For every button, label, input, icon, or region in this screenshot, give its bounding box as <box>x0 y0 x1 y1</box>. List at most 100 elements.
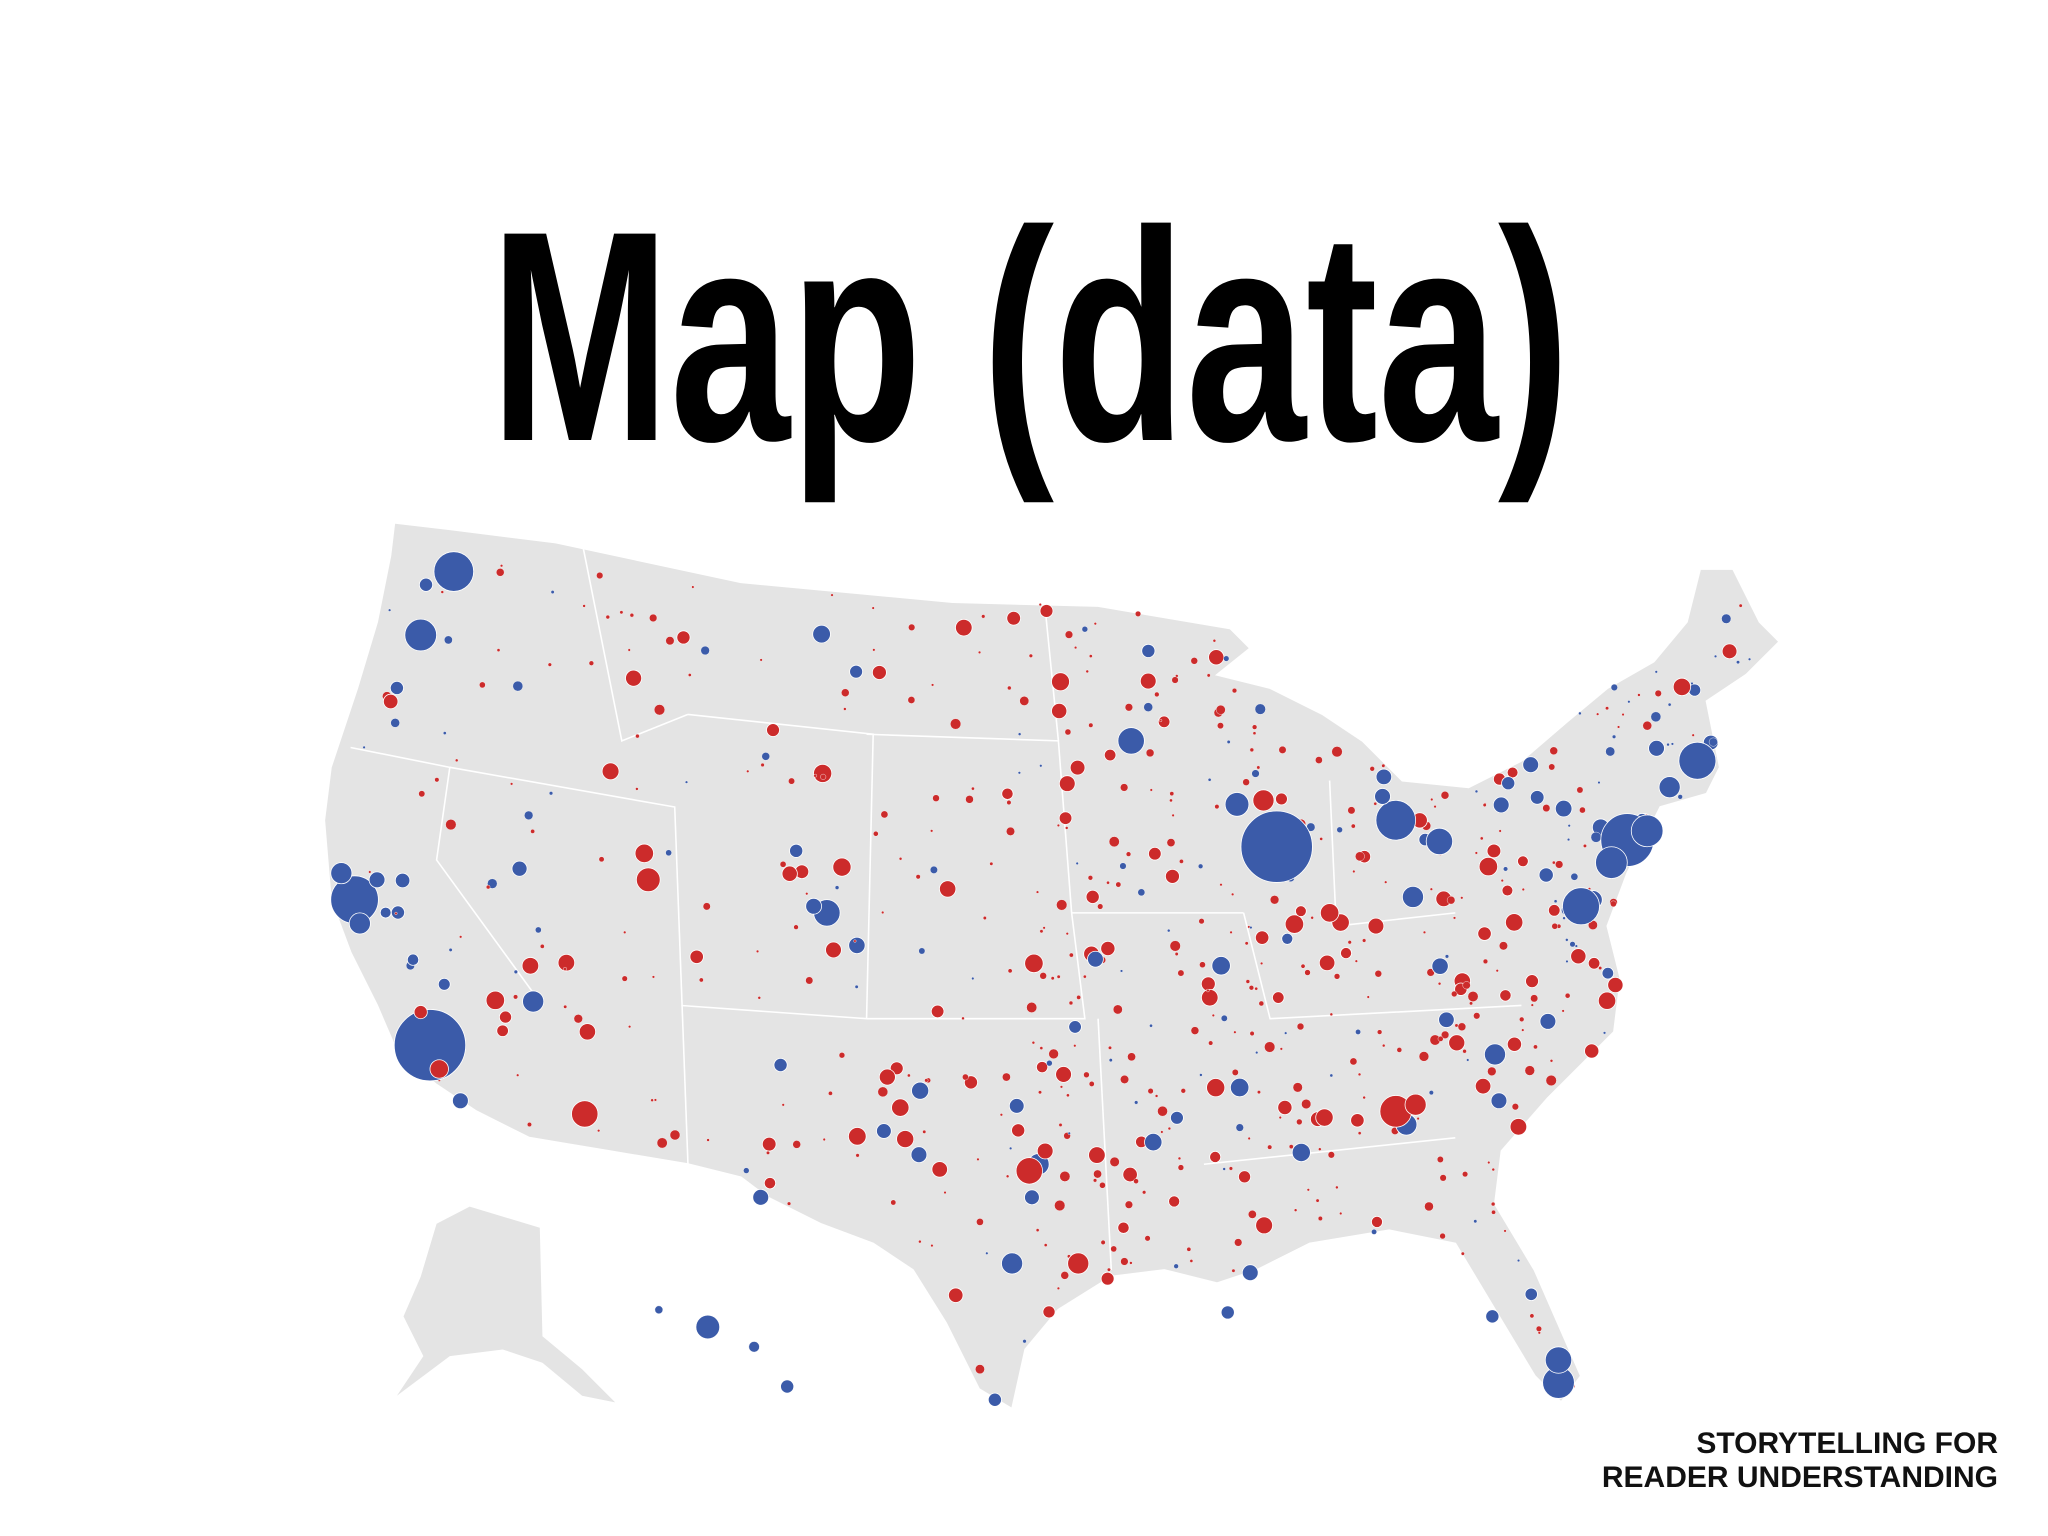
county-dot <box>1654 689 1662 697</box>
county-dot <box>1056 899 1068 911</box>
county-dot <box>930 1244 934 1248</box>
county-dot <box>1064 630 1074 639</box>
county-dot <box>1748 657 1752 661</box>
county-dot <box>1384 880 1388 884</box>
county-dot <box>1596 712 1600 716</box>
county-dot <box>1171 676 1179 684</box>
county-dot <box>825 941 842 959</box>
county-dot <box>1125 851 1132 857</box>
county-dot <box>1482 958 1489 965</box>
county-dot <box>781 1103 785 1107</box>
county-dot <box>1352 869 1356 873</box>
county-dot <box>930 1004 945 1019</box>
county-dot <box>1295 905 1307 917</box>
county-dot <box>1068 1020 1082 1034</box>
county-dot <box>1327 1151 1335 1159</box>
county-dot <box>1292 1082 1303 1093</box>
county-dot <box>871 665 887 680</box>
county-dot <box>832 857 852 877</box>
county-dot <box>1340 947 1352 960</box>
county-dot <box>1350 1113 1365 1128</box>
county-dot <box>843 707 847 711</box>
county-dot <box>1249 926 1253 930</box>
county-dot <box>1166 838 1176 847</box>
county-dot <box>1479 836 1484 841</box>
county-dot <box>1206 1078 1226 1098</box>
county-dot <box>1331 746 1343 758</box>
county-dot <box>1097 903 1104 910</box>
county-dot <box>448 947 453 952</box>
county-dot <box>1211 1013 1215 1017</box>
county-dot <box>1270 895 1280 905</box>
county-dot <box>368 870 372 874</box>
county-dot <box>1075 861 1079 865</box>
county-dot <box>511 860 528 877</box>
county-dot <box>1617 725 1621 729</box>
county-dot <box>1017 732 1022 736</box>
county-dot <box>1350 823 1356 829</box>
county-dot <box>1092 1178 1098 1183</box>
county-dot <box>389 680 404 695</box>
county-dot <box>1169 940 1181 952</box>
county-dot <box>1154 1094 1159 1098</box>
county-dot <box>1490 1201 1496 1207</box>
county-dot <box>939 880 957 898</box>
county-dot <box>1500 879 1504 883</box>
county-dot <box>1552 860 1556 865</box>
county-dot <box>1120 783 1129 792</box>
county-dot <box>695 1314 721 1340</box>
county-dot <box>1035 890 1040 894</box>
county-dot <box>1198 863 1204 869</box>
county-dot <box>1306 1188 1310 1192</box>
county-dot <box>1583 844 1587 848</box>
county-dot <box>1425 827 1454 856</box>
county-dot <box>1437 1035 1444 1042</box>
county-dot <box>548 791 554 796</box>
county-dot <box>1317 1216 1323 1221</box>
county-dot <box>1551 922 1559 930</box>
border <box>581 542 689 742</box>
county-dot <box>1590 831 1602 843</box>
county-dot <box>746 769 750 773</box>
county-dot <box>1319 837 1323 841</box>
title: Map (data) <box>490 169 1570 505</box>
county-dot <box>1433 805 1437 809</box>
county-dot <box>1217 722 1224 730</box>
county-dot <box>813 763 833 783</box>
county-dot <box>383 693 399 710</box>
county-dot <box>1554 799 1573 818</box>
county-dot <box>1437 981 1442 986</box>
county-dot <box>1212 639 1217 643</box>
county-dot <box>1499 989 1512 1002</box>
county-dot <box>766 1150 770 1155</box>
county-dot <box>1179 859 1184 864</box>
county-dot <box>1469 1001 1473 1006</box>
county-dot <box>1065 932 1069 936</box>
county-dot <box>1036 1142 1054 1160</box>
county-dot <box>813 773 818 778</box>
county-dot <box>1167 1126 1172 1131</box>
county-dot <box>1517 855 1529 868</box>
county-dot <box>1355 1029 1361 1035</box>
county-dot <box>1492 796 1510 814</box>
county-dot <box>1610 683 1618 691</box>
county-dot <box>853 939 857 943</box>
county-dot <box>1264 1041 1276 1053</box>
county-dot <box>1180 1088 1186 1094</box>
county-dot <box>1015 1157 1043 1185</box>
county-dot <box>1039 1046 1044 1050</box>
county-dot <box>706 1138 710 1142</box>
county-dot <box>571 1100 599 1128</box>
county-dot <box>1672 677 1692 697</box>
county-dot <box>1329 1073 1334 1078</box>
county-dot <box>1371 1215 1383 1228</box>
county-dot <box>876 1123 892 1139</box>
county-dot <box>1142 1190 1147 1195</box>
county-dot <box>1561 1009 1565 1013</box>
county-dot <box>1177 1156 1182 1161</box>
county-dot <box>1454 1023 1459 1028</box>
county-dot <box>362 745 366 749</box>
county-dot <box>1677 794 1683 800</box>
county-dot <box>757 996 761 1000</box>
county-dot <box>1288 1144 1294 1149</box>
